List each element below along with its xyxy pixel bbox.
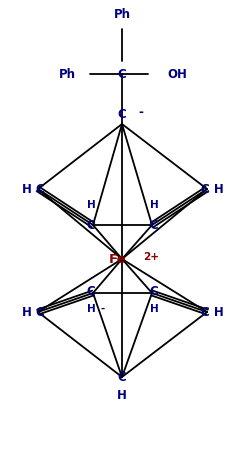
Text: Fe: Fe <box>109 252 127 265</box>
Text: H C: H C <box>22 305 44 318</box>
Text: H: H <box>87 304 95 314</box>
Text: H: H <box>117 388 127 401</box>
Text: C H: C H <box>201 305 223 318</box>
Text: -: - <box>138 106 143 119</box>
Text: 2+: 2+ <box>143 252 159 262</box>
Text: C: C <box>87 285 95 297</box>
Text: H: H <box>150 304 158 314</box>
Text: -: - <box>100 304 104 314</box>
Text: Ph: Ph <box>59 68 75 81</box>
Text: C: C <box>118 371 126 384</box>
Text: H: H <box>150 200 158 210</box>
Text: C: C <box>87 219 95 232</box>
Text: H C: H C <box>22 182 44 196</box>
Text: C: C <box>150 285 158 297</box>
Text: H: H <box>87 200 95 210</box>
Text: OH: OH <box>167 68 187 81</box>
Text: C: C <box>150 219 158 232</box>
Text: C H: C H <box>201 182 223 196</box>
Text: Ph: Ph <box>113 8 131 21</box>
Text: C: C <box>118 68 126 81</box>
Text: C: C <box>118 108 126 121</box>
